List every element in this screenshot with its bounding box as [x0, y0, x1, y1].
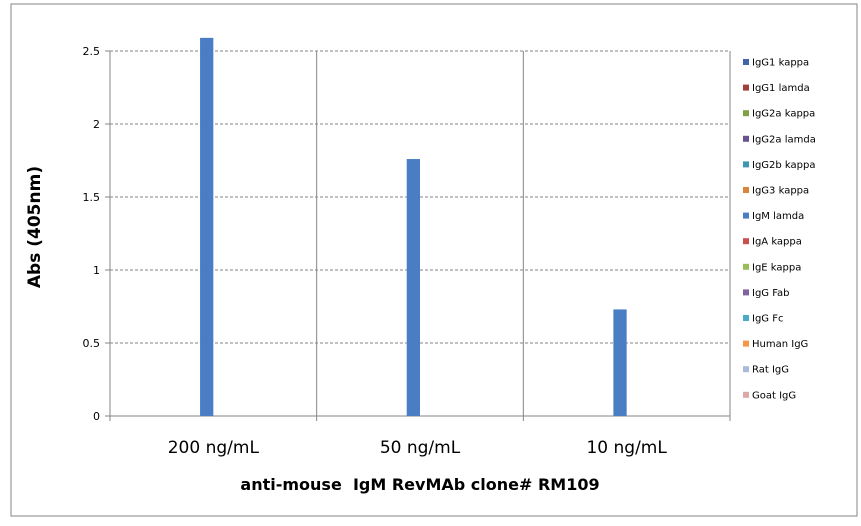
legend-swatch [743, 84, 749, 91]
legend-swatch [743, 161, 749, 168]
legend-swatch [743, 340, 749, 347]
legend-label: IgG1 lamda [752, 83, 810, 94]
legend-swatch [743, 187, 749, 193]
legend-swatch [743, 59, 749, 65]
legend-swatch [743, 315, 749, 321]
legend-label: Human IgG [752, 339, 808, 350]
legend-label: IgG2b kappa [752, 160, 816, 171]
legend-swatch [743, 135, 749, 142]
y-tick-label: 2.5 [83, 45, 101, 58]
legend-swatch [743, 212, 749, 219]
x-tick-label: 50 ng/mL [380, 438, 461, 458]
legend-swatch [743, 366, 749, 373]
y-tick-label: 0 [93, 410, 100, 423]
chart-border [10, 3, 858, 517]
legend-label: Rat IgG [752, 365, 789, 376]
y-tick-label: 2 [93, 118, 100, 131]
legend-label: IgG Fc [752, 314, 783, 325]
bar [406, 159, 420, 417]
legend-label: IgG2a lamda [752, 134, 816, 145]
y-axis-title: Abs (405nm) [25, 166, 45, 288]
legend-label: IgM lamda [752, 211, 804, 222]
legend-swatch [743, 238, 749, 245]
tick-labels: 0 0.5 1 1.5 2 2.5 200 ng/mL 50 ng/mL 10 ng/mL [83, 45, 668, 458]
bars [200, 37, 627, 417]
y-tick-label: 1.5 [83, 191, 101, 204]
y-tick-label: 1 [93, 264, 100, 277]
bar [200, 37, 214, 417]
legend: IgG1 kappa IgG1 lamda IgG2a kappa IgG2a lam… [743, 58, 816, 401]
legend-label: Goat IgG [752, 390, 796, 401]
legend-swatch [743, 110, 749, 117]
x-tick-label: 10 ng/mL [586, 438, 667, 458]
legend-label: IgG3 kappa [752, 186, 809, 197]
y-tick-label: 0.5 [83, 337, 101, 350]
legend-swatch [743, 289, 749, 296]
legend-label: IgE kappa [752, 262, 801, 273]
legend-label: IgG2a kappa [752, 109, 815, 120]
legend-label: IgG1 kappa [752, 58, 809, 69]
legend-swatch [743, 263, 749, 270]
x-axis-title: anti-mouse IgM RevMAb clone# RM109 [240, 475, 599, 494]
legend-label: IgG Fab [752, 288, 790, 299]
bar [613, 309, 627, 416]
legend-swatch [743, 391, 749, 398]
legend-label: IgA kappa [752, 237, 802, 248]
x-tick-label: 200 ng/mL [168, 438, 260, 458]
